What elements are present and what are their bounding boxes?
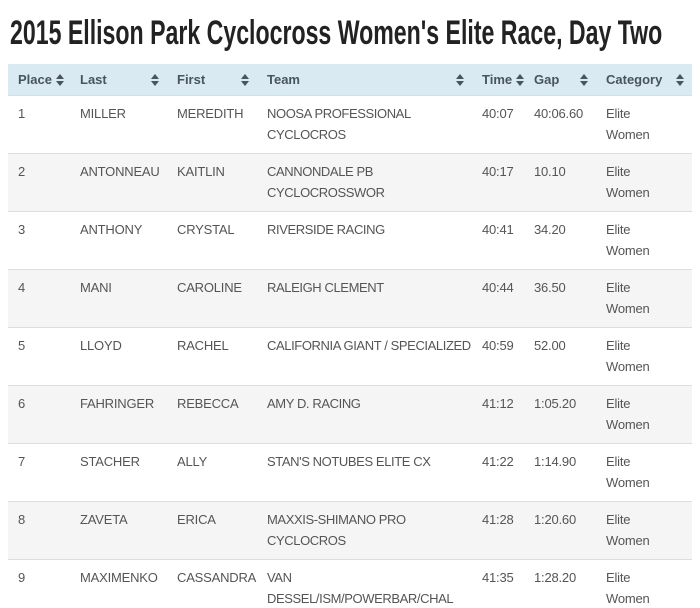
cell-time: 40:41	[472, 211, 524, 270]
cell-gap: 1:14.90	[524, 443, 596, 502]
column-header-category[interactable]: Category	[596, 64, 692, 96]
column-label-last: Last	[80, 72, 107, 87]
results-table-body: 1 MILLER MEREDITH NOOSA PROFESSIONAL CYC…	[8, 95, 692, 608]
column-header-gap[interactable]: Gap	[524, 64, 596, 96]
cell-gap: 52.00	[524, 327, 596, 386]
cell-team: CANNONDALE PB CYCLOCROSSWOR	[257, 153, 472, 212]
cell-place: 4	[8, 269, 70, 328]
cell-last: MANI	[70, 269, 167, 328]
cell-last: FAHRINGER	[70, 385, 167, 444]
sort-arrows-icon	[151, 73, 159, 86]
cell-place: 9	[8, 559, 70, 608]
results-table: Place Last First Team	[8, 64, 692, 608]
cell-category: Elite Women	[596, 559, 692, 608]
column-label-gap: Gap	[534, 72, 560, 87]
column-header-time[interactable]: Time	[472, 64, 525, 96]
cell-first: CRYSTAL	[167, 211, 257, 270]
column-header-place[interactable]: Place	[8, 64, 70, 96]
column-label-first: First	[177, 72, 206, 87]
table-row: 1 MILLER MEREDITH NOOSA PROFESSIONAL CYC…	[8, 95, 692, 154]
cell-time: 41:28	[472, 501, 524, 560]
cell-last: MILLER	[70, 95, 167, 154]
cell-gap: 1:05.20	[524, 385, 596, 444]
column-header-last[interactable]: Last	[70, 64, 167, 96]
sort-arrows-icon	[55, 73, 64, 86]
table-row: 6 FAHRINGER REBECCA AMY D. RACING 41:12 …	[8, 385, 692, 444]
cell-place: 2	[8, 153, 70, 212]
cell-first: REBECCA	[167, 385, 257, 444]
cell-team: NOOSA PROFESSIONAL CYCLOCROS	[257, 95, 472, 154]
table-row: 4 MANI CAROLINE RALEIGH CLEMENT 40:44 36…	[8, 269, 692, 328]
cell-gap: 10.10	[524, 153, 596, 212]
column-header-team[interactable]: Team	[257, 64, 472, 96]
table-row: 8 ZAVETA ERICA MAXXIS-SHIMANO PRO CYCLOC…	[8, 501, 692, 560]
cell-gap: 36.50	[524, 269, 596, 328]
header-row: Place Last First Team	[8, 64, 692, 96]
cell-category: Elite Women	[596, 443, 692, 502]
cell-place: 1	[8, 95, 70, 154]
cell-time: 40:59	[472, 327, 524, 386]
cell-last: STACHER	[70, 443, 167, 502]
cell-category: Elite Women	[596, 385, 692, 444]
cell-category: Elite Women	[596, 269, 692, 328]
cell-place: 7	[8, 443, 70, 502]
sort-arrows-icon	[580, 73, 588, 86]
cell-time: 40:44	[472, 269, 524, 328]
cell-last: ZAVETA	[70, 501, 167, 560]
cell-first: RACHEL	[167, 327, 257, 386]
cell-category: Elite Women	[596, 153, 692, 212]
cell-gap: 34.20	[524, 211, 596, 270]
cell-first: ALLY	[167, 443, 257, 502]
cell-team: MAXXIS-SHIMANO PRO CYCLOCROS	[257, 501, 472, 560]
cell-last: MAXIMENKO	[70, 559, 167, 608]
cell-category: Elite Women	[596, 327, 692, 386]
cell-time: 40:17	[472, 153, 524, 212]
cell-team: STAN'S NOTUBES ELITE CX	[257, 443, 472, 502]
table-row: 5 LLOYD RACHEL CALIFORNIA GIANT / SPECIA…	[8, 327, 692, 386]
cell-gap: 40:06.60	[524, 95, 596, 154]
sort-arrows-icon	[241, 73, 249, 86]
sort-arrows-icon	[676, 73, 684, 86]
cell-last: ANTHONY	[70, 211, 167, 270]
cell-time: 40:07	[472, 95, 524, 154]
table-row: 3 ANTHONY CRYSTAL RIVERSIDE RACING 40:41…	[8, 211, 692, 270]
cell-team: CALIFORNIA GIANT / SPECIALIZED	[257, 327, 472, 386]
cell-place: 8	[8, 501, 70, 560]
page-title: 2015 Ellison Park Cyclocross Women's Eli…	[10, 14, 663, 52]
column-label-team: Team	[267, 72, 300, 87]
cell-first: MEREDITH	[167, 95, 257, 154]
results-table-header: Place Last First Team	[8, 64, 692, 96]
column-label-category: Category	[606, 72, 663, 87]
cell-place: 6	[8, 385, 70, 444]
cell-last: ANTONNEAU	[70, 153, 167, 212]
sort-arrows-icon	[456, 73, 464, 86]
cell-place: 3	[8, 211, 70, 270]
column-label-time: Time	[482, 72, 513, 87]
cell-team: AMY D. RACING	[257, 385, 472, 444]
cell-first: CAROLINE	[167, 269, 257, 328]
table-row: 9 MAXIMENKO CASSANDRA VAN DESSEL/ISM/POW…	[8, 559, 692, 608]
cell-category: Elite Women	[596, 95, 692, 154]
cell-team: RALEIGH CLEMENT	[257, 269, 472, 328]
cell-time: 41:35	[472, 559, 524, 608]
cell-first: ERICA	[167, 501, 257, 560]
cell-time: 41:12	[472, 385, 524, 444]
cell-time: 41:22	[472, 443, 524, 502]
cell-gap: 1:28.20	[524, 559, 596, 608]
cell-team: VAN DESSEL/ISM/POWERBAR/CHAL	[257, 559, 472, 608]
cell-place: 5	[8, 327, 70, 386]
cell-category: Elite Women	[596, 211, 692, 270]
cell-category: Elite Women	[596, 501, 692, 560]
sort-arrows-icon	[516, 73, 525, 86]
cell-gap: 1:20.60	[524, 501, 596, 560]
table-row: 7 STACHER ALLY STAN'S NOTUBES ELITE CX 4…	[8, 443, 692, 502]
column-label-place: Place	[18, 72, 52, 87]
cell-team: RIVERSIDE RACING	[257, 211, 472, 270]
cell-first: KAITLIN	[167, 153, 257, 212]
table-row: 2 ANTONNEAU KAITLIN CANNONDALE PB CYCLOC…	[8, 153, 692, 212]
cell-first: CASSANDRA	[167, 559, 257, 608]
column-header-first[interactable]: First	[167, 64, 257, 96]
cell-last: LLOYD	[70, 327, 167, 386]
